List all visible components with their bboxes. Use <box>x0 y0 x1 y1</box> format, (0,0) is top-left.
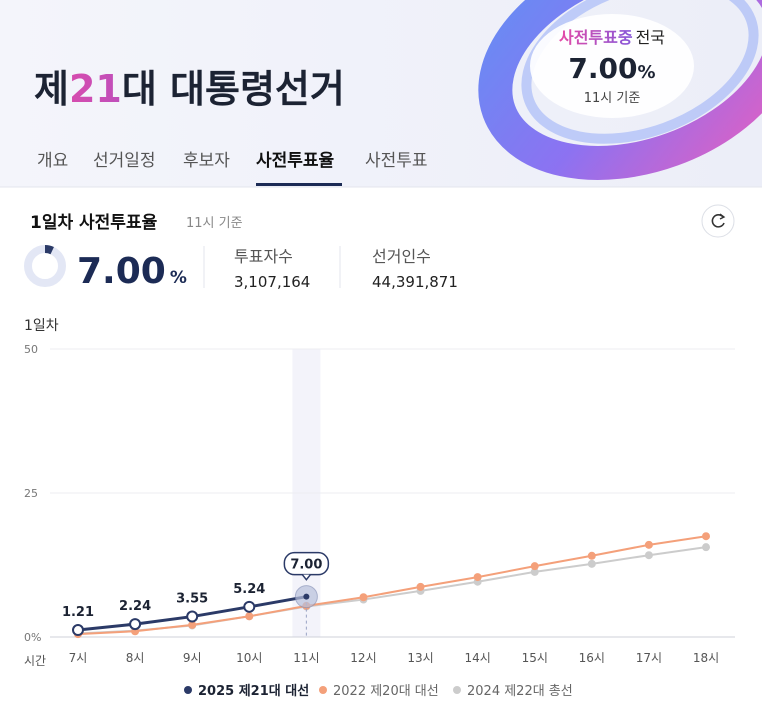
y-tick-label: 25 <box>24 487 38 500</box>
stat-value: 44,391,871 <box>372 273 458 291</box>
point <box>188 620 197 629</box>
card-time: 11시 기준 <box>186 216 243 231</box>
rate: 7.00% <box>77 251 187 292</box>
x-tick-label: 14시 <box>464 651 490 665</box>
data-label: 5.24 <box>233 582 265 597</box>
legend-label: 2025 제21대 대선 <box>198 683 309 699</box>
tab[interactable]: 사전투표율 <box>256 151 335 171</box>
stat-value: 3,107,164 <box>234 273 310 291</box>
legend-label: 2024 제22대 총선 <box>467 684 573 699</box>
data-label: 3.55 <box>176 592 208 607</box>
point <box>473 573 482 582</box>
badge-region: 전국 <box>636 28 665 47</box>
point <box>644 551 653 560</box>
tab[interactable]: 후보자 <box>183 151 230 171</box>
point <box>587 551 596 560</box>
header-art <box>478 0 762 180</box>
point <box>359 593 368 602</box>
point <box>587 559 596 568</box>
tab-bar: 개요 선거일정 후보자 사전투표율 사전투표 <box>37 151 428 186</box>
x-tick-label: 16시 <box>579 651 605 665</box>
data-label: 2.24 <box>119 599 151 614</box>
legend-dot <box>319 686 327 694</box>
x-tick-label: 13시 <box>407 651 433 665</box>
badge-rate: 7.00% <box>568 52 655 85</box>
y-tick-label: 50 <box>24 343 38 356</box>
donut-track <box>24 245 66 287</box>
point <box>644 540 653 549</box>
tab[interactable]: 사전투표 <box>365 151 428 171</box>
series-line <box>77 535 707 636</box>
badge-status: 사전투표중 <box>559 28 633 47</box>
point <box>702 532 710 541</box>
refresh-icon <box>719 213 726 220</box>
y-tick-label: 0% <box>24 631 41 644</box>
point <box>702 543 710 552</box>
point <box>186 610 199 623</box>
refresh-icon <box>711 214 725 228</box>
x-tick-label: 11시 <box>293 651 319 665</box>
x-tick-label: 18시 <box>693 651 719 665</box>
point <box>303 593 310 600</box>
chart: 0% 25 50 7시 8시 9시 10시 11시 12시 13시 14시 15시 16시 17시 18시 1… <box>24 343 735 699</box>
badge-line: 사전투표중 전국 <box>559 28 665 47</box>
point <box>530 562 539 571</box>
legend-label: 2022 제20대 대선 <box>333 684 439 699</box>
title-part: 제 <box>34 67 69 111</box>
point <box>530 567 539 576</box>
point <box>72 624 84 637</box>
badge-time: 11시 기준 <box>584 91 641 106</box>
stat-label: 투표자수 <box>234 247 293 266</box>
tab-underline <box>256 183 342 186</box>
data-label: 1.21 <box>62 605 94 620</box>
point <box>243 600 256 613</box>
legend-dot <box>184 686 192 694</box>
badge-rate-value: 7.00 <box>568 52 637 85</box>
x-axis-label: 시간 <box>24 654 46 668</box>
x-tick-label: 10시 <box>236 651 262 665</box>
x-tick-label: 15시 <box>522 651 548 665</box>
x-tick-label: 8시 <box>126 651 145 665</box>
rate-unit: % <box>170 268 187 288</box>
refresh-button[interactable] <box>701 204 735 238</box>
rate-value: 7.00 <box>77 251 166 292</box>
point <box>416 582 425 591</box>
x-tick-label: 17시 <box>636 651 662 665</box>
point <box>129 618 142 631</box>
title-part: 대 대통령선거 <box>122 67 345 111</box>
page-title: 제21대 대통령선거 <box>34 67 345 111</box>
title-number: 21 <box>69 67 122 111</box>
x-tick-label: 9시 <box>183 651 202 665</box>
legend-dot <box>453 686 461 694</box>
tooltip-pointer <box>301 574 311 581</box>
badge-rate-unit: % <box>638 62 656 83</box>
x-tick-label: 7시 <box>69 651 88 665</box>
point <box>245 612 254 621</box>
tooltip-value: 7.00 <box>290 558 322 573</box>
stat-label: 선거인수 <box>372 247 431 266</box>
donut-arc <box>24 245 66 287</box>
x-tick-label: 12시 <box>350 651 376 665</box>
card-title: 1일차 사전투표율 <box>30 213 158 233</box>
tab[interactable]: 선거일정 <box>93 151 156 171</box>
y-axis-label: 1일차 <box>24 318 59 334</box>
tab[interactable]: 개요 <box>37 151 68 171</box>
